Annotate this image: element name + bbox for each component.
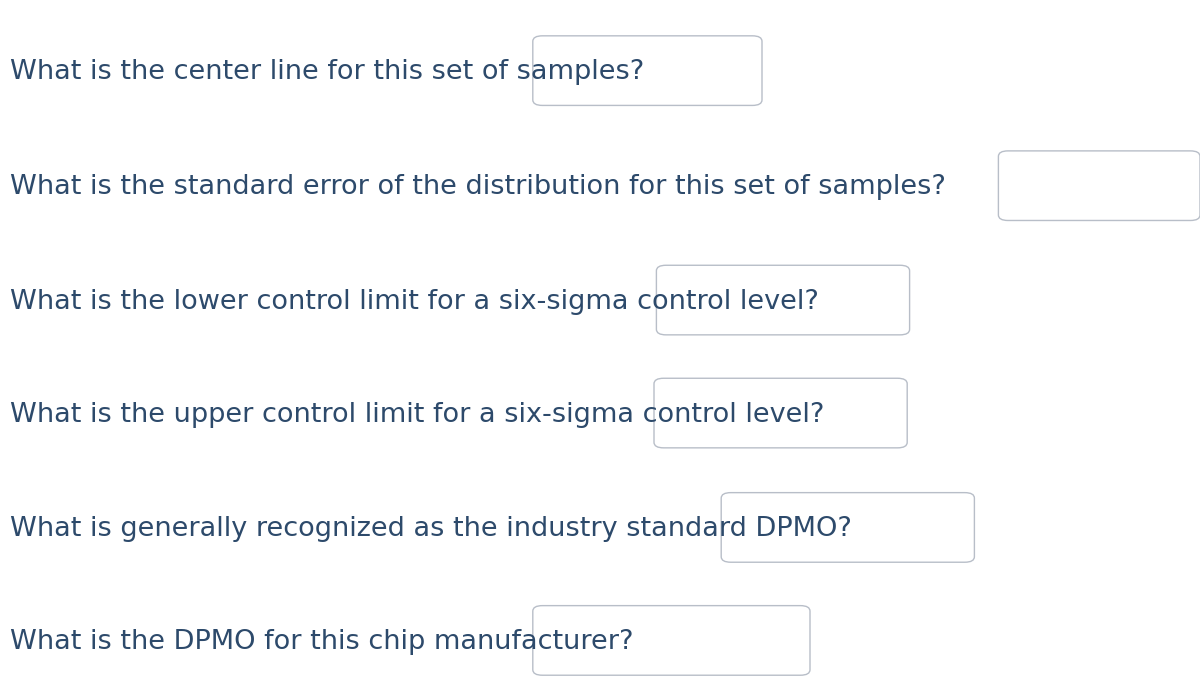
Text: What is generally recognized as the industry standard DPMO?: What is generally recognized as the indu… [10,516,852,542]
FancyBboxPatch shape [656,265,910,335]
FancyBboxPatch shape [533,606,810,675]
FancyBboxPatch shape [654,378,907,448]
Text: What is the standard error of the distribution for this set of samples?: What is the standard error of the distri… [10,174,946,200]
FancyBboxPatch shape [533,36,762,105]
Text: What is the DPMO for this chip manufacturer?: What is the DPMO for this chip manufactu… [10,629,634,655]
Text: What is the lower control limit for a six-sigma control level?: What is the lower control limit for a si… [10,289,818,315]
Text: What is the upper control limit for a six-sigma control level?: What is the upper control limit for a si… [10,402,824,428]
FancyBboxPatch shape [721,493,974,562]
Text: What is the center line for this set of samples?: What is the center line for this set of … [10,59,644,85]
FancyBboxPatch shape [998,151,1200,220]
